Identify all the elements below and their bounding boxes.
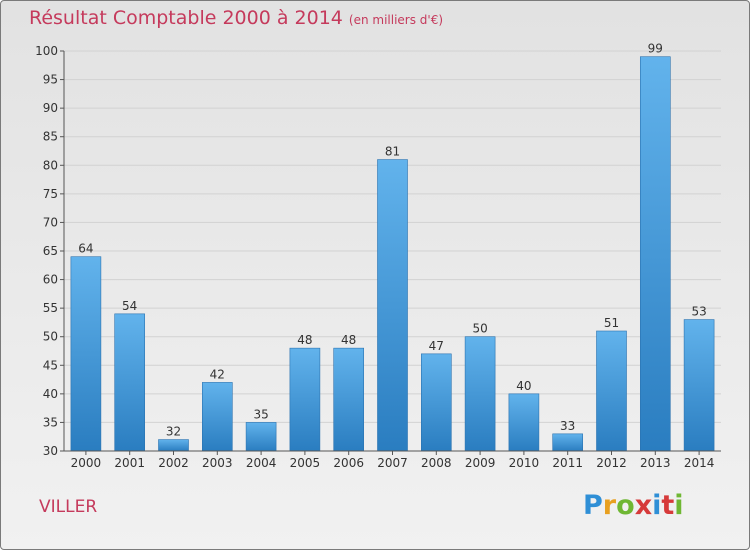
- value-label: 64: [78, 242, 93, 256]
- x-tick-label: 2008: [421, 456, 452, 470]
- logo-letter: r: [602, 490, 617, 521]
- x-tick-label: 2000: [71, 456, 102, 470]
- value-label: 33: [560, 419, 575, 433]
- y-tick-label: 75: [43, 187, 58, 201]
- y-tick-label: 40: [43, 387, 58, 401]
- y-tick-label: 90: [43, 101, 58, 115]
- x-tick-label: 2001: [114, 456, 145, 470]
- bar: [289, 347, 321, 452]
- bars: [70, 56, 715, 452]
- proxiti-logo: Proxiti: [583, 490, 684, 521]
- value-label: 48: [297, 333, 312, 347]
- value-label: 40: [516, 379, 531, 393]
- x-tick-label: 2010: [509, 456, 540, 470]
- value-label: 32: [166, 425, 181, 439]
- y-tick-label: 95: [43, 73, 58, 87]
- title-unit: (en milliers d'€): [348, 13, 444, 27]
- y-tick-label: 55: [43, 301, 58, 315]
- y-tick-label: 50: [43, 330, 58, 344]
- x-tick-label: 2009: [465, 456, 496, 470]
- title-text: Résultat Comptable 2000 à 2014: [29, 7, 343, 29]
- value-label: 42: [210, 367, 225, 381]
- y-tick-label: 60: [43, 273, 58, 287]
- logo-letter: o: [616, 490, 635, 521]
- value-label: 54: [122, 299, 137, 313]
- value-label: 99: [648, 42, 663, 56]
- bar-chart: 30 35 40 45 50 55 60 65 70 75 80 85 90 95 100 64 54 32 42…: [35, 42, 721, 470]
- x-tick-label: 2012: [596, 456, 627, 470]
- bar: [70, 256, 102, 452]
- bar: [158, 439, 189, 452]
- x-tick-label: 2005: [290, 456, 321, 470]
- value-label: 53: [691, 305, 706, 319]
- value-labels: 64 54 32 42 35 48 48 81 47 50 40 33 51 99 53: [78, 42, 706, 439]
- value-label: 51: [604, 316, 619, 330]
- value-label: 47: [429, 339, 444, 353]
- bar: [508, 393, 540, 452]
- bar: [245, 422, 277, 452]
- x-tick-label: 2002: [158, 456, 189, 470]
- bar: [683, 319, 715, 452]
- x-tick-label: 2004: [246, 456, 277, 470]
- y-tick-label: 65: [43, 244, 58, 258]
- value-label: 35: [253, 407, 268, 421]
- axes: [63, 51, 721, 452]
- value-label: 81: [385, 145, 400, 159]
- value-label: 50: [472, 322, 487, 336]
- bar: [596, 330, 627, 452]
- x-tick-label: 2003: [202, 456, 233, 470]
- y-tick-label: 80: [43, 158, 58, 172]
- x-tick-label: 2006: [333, 456, 364, 470]
- value-label: 48: [341, 333, 356, 347]
- y-tick-label: 45: [43, 358, 58, 372]
- bar: [420, 353, 452, 452]
- x-axis-tick-labels: 2000 2001 2002 2003 2004 2005 2006 2007 2008 2009…: [71, 451, 715, 470]
- logo-letter: P: [583, 490, 603, 521]
- x-tick-label: 2011: [552, 456, 583, 470]
- logo-letter: x: [634, 490, 653, 521]
- bar: [114, 313, 145, 452]
- bar: [333, 347, 365, 452]
- y-tick-label: 35: [43, 415, 58, 429]
- y-tick-label: 70: [43, 215, 58, 229]
- bar: [202, 382, 233, 452]
- bar: [377, 159, 408, 452]
- commune-name: VILLER: [39, 497, 98, 517]
- bar: [464, 336, 496, 452]
- logo-letter: t: [661, 490, 675, 521]
- logo-letter: i: [652, 490, 662, 521]
- y-axis-tick-labels: 30 35 40 45 50 55 60 65 70 75 80 85 90 95 100: [35, 44, 58, 458]
- x-tick-label: 2013: [640, 456, 671, 470]
- y-tick-label: 85: [43, 130, 58, 144]
- bar: [639, 56, 671, 452]
- bar: [552, 433, 584, 452]
- chart-title: Résultat Comptable 2000 à 2014 (en millie…: [29, 7, 443, 29]
- x-tick-label: 2007: [377, 456, 408, 470]
- logo-letter: i: [674, 490, 684, 521]
- y-tick-label: 100: [35, 44, 58, 58]
- x-tick-label: 2014: [684, 456, 715, 470]
- y-tick-label: 30: [43, 444, 58, 458]
